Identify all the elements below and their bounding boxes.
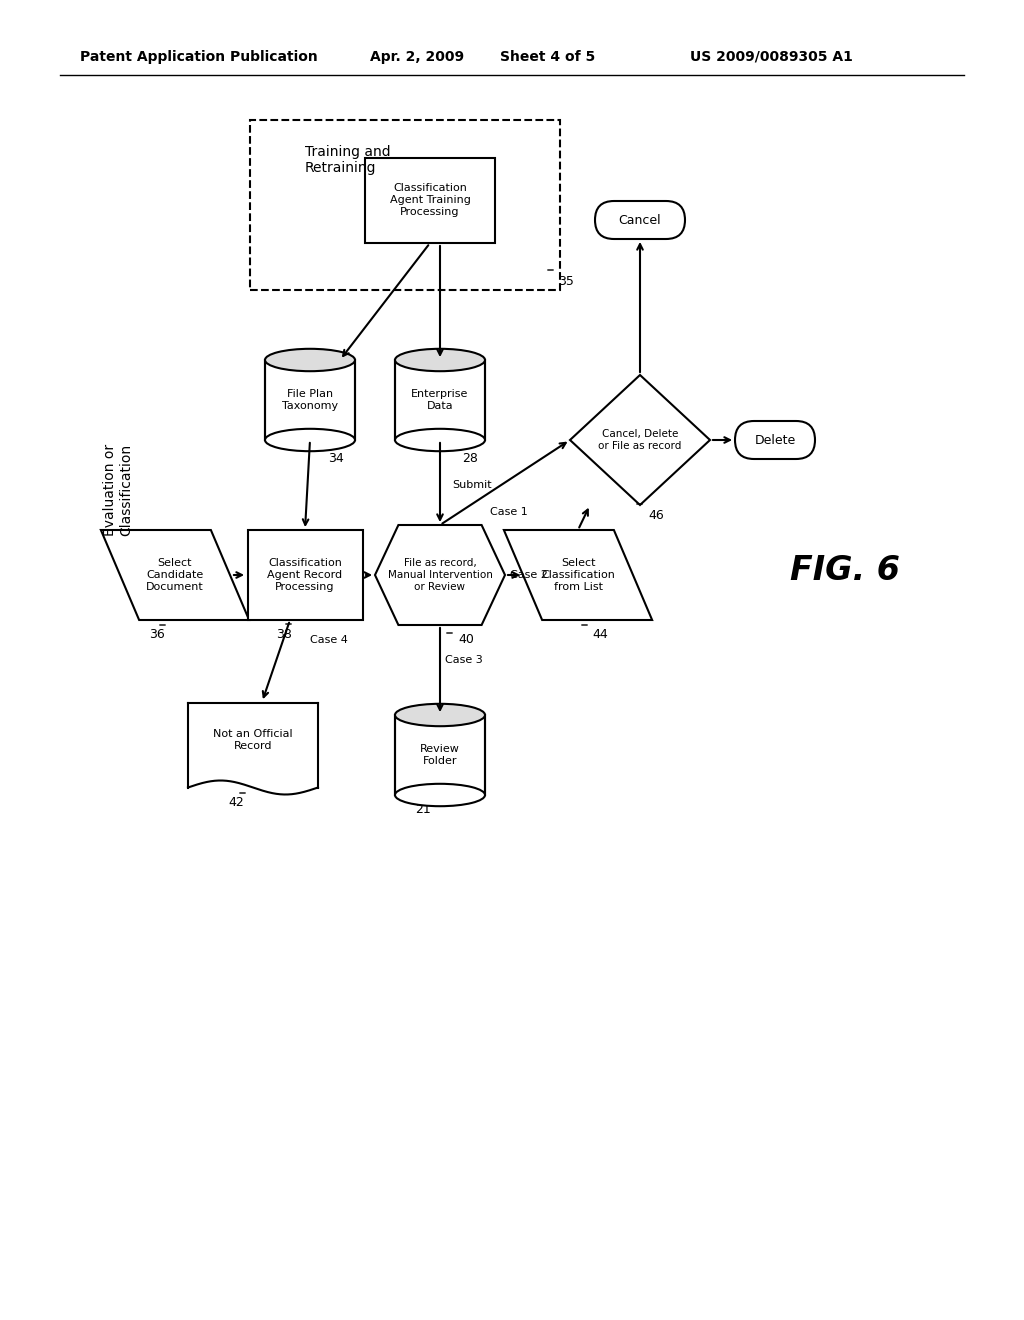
- Text: File as record,
Manual Intervention
or Review: File as record, Manual Intervention or R…: [387, 558, 493, 591]
- Text: Cancel: Cancel: [618, 214, 662, 227]
- Text: 28: 28: [462, 451, 478, 465]
- Text: 34: 34: [328, 451, 344, 465]
- Polygon shape: [188, 702, 318, 795]
- Text: 40: 40: [458, 634, 474, 645]
- Text: Submit: Submit: [452, 480, 492, 490]
- Ellipse shape: [395, 348, 485, 371]
- Text: Case 1: Case 1: [490, 507, 527, 517]
- Text: File Plan
Taxonomy: File Plan Taxonomy: [282, 389, 338, 411]
- Text: Select
Candidate
Document: Select Candidate Document: [146, 558, 204, 591]
- Text: Case 4: Case 4: [310, 635, 348, 645]
- Polygon shape: [570, 375, 710, 506]
- FancyBboxPatch shape: [735, 421, 815, 459]
- Text: Case 3: Case 3: [445, 655, 482, 665]
- Text: Sheet 4 of 5: Sheet 4 of 5: [500, 50, 595, 63]
- Polygon shape: [375, 525, 505, 624]
- Bar: [265, 360, 355, 440]
- Text: Classification
Agent Training
Processing: Classification Agent Training Processing: [389, 183, 470, 216]
- Text: 46: 46: [648, 510, 664, 521]
- Text: 21: 21: [415, 803, 431, 816]
- Text: Classification
Agent Record
Processing: Classification Agent Record Processing: [267, 558, 343, 591]
- Text: Evaluation or
Classification: Evaluation or Classification: [102, 444, 133, 536]
- Ellipse shape: [395, 704, 485, 726]
- Text: Training and
Retraining: Training and Retraining: [305, 145, 390, 176]
- Text: 42: 42: [228, 796, 244, 809]
- Text: Patent Application Publication: Patent Application Publication: [80, 50, 317, 63]
- Text: Case 2: Case 2: [510, 570, 548, 579]
- Bar: [395, 715, 485, 795]
- Text: Apr. 2, 2009: Apr. 2, 2009: [370, 50, 464, 63]
- Text: Review
Folder: Review Folder: [420, 744, 460, 766]
- Text: 35: 35: [558, 275, 573, 288]
- Ellipse shape: [395, 429, 485, 451]
- Text: Cancel, Delete
or File as record: Cancel, Delete or File as record: [598, 429, 682, 451]
- Text: Delete: Delete: [755, 433, 796, 446]
- Polygon shape: [504, 531, 652, 620]
- Polygon shape: [101, 531, 249, 620]
- Text: Enterprise
Data: Enterprise Data: [412, 389, 469, 411]
- Text: Select
Classification
from List: Select Classification from List: [541, 558, 615, 591]
- Text: FIG. 6: FIG. 6: [790, 553, 900, 586]
- Text: 44: 44: [592, 628, 608, 642]
- FancyBboxPatch shape: [595, 201, 685, 239]
- Ellipse shape: [265, 429, 355, 451]
- FancyBboxPatch shape: [365, 157, 495, 243]
- Text: Not an Official
Record: Not an Official Record: [213, 729, 293, 751]
- FancyBboxPatch shape: [248, 531, 362, 620]
- Bar: [395, 360, 485, 440]
- Text: 36: 36: [150, 628, 165, 642]
- Ellipse shape: [265, 348, 355, 371]
- Ellipse shape: [395, 784, 485, 807]
- Text: US 2009/0089305 A1: US 2009/0089305 A1: [690, 50, 853, 63]
- Text: 38: 38: [276, 628, 292, 642]
